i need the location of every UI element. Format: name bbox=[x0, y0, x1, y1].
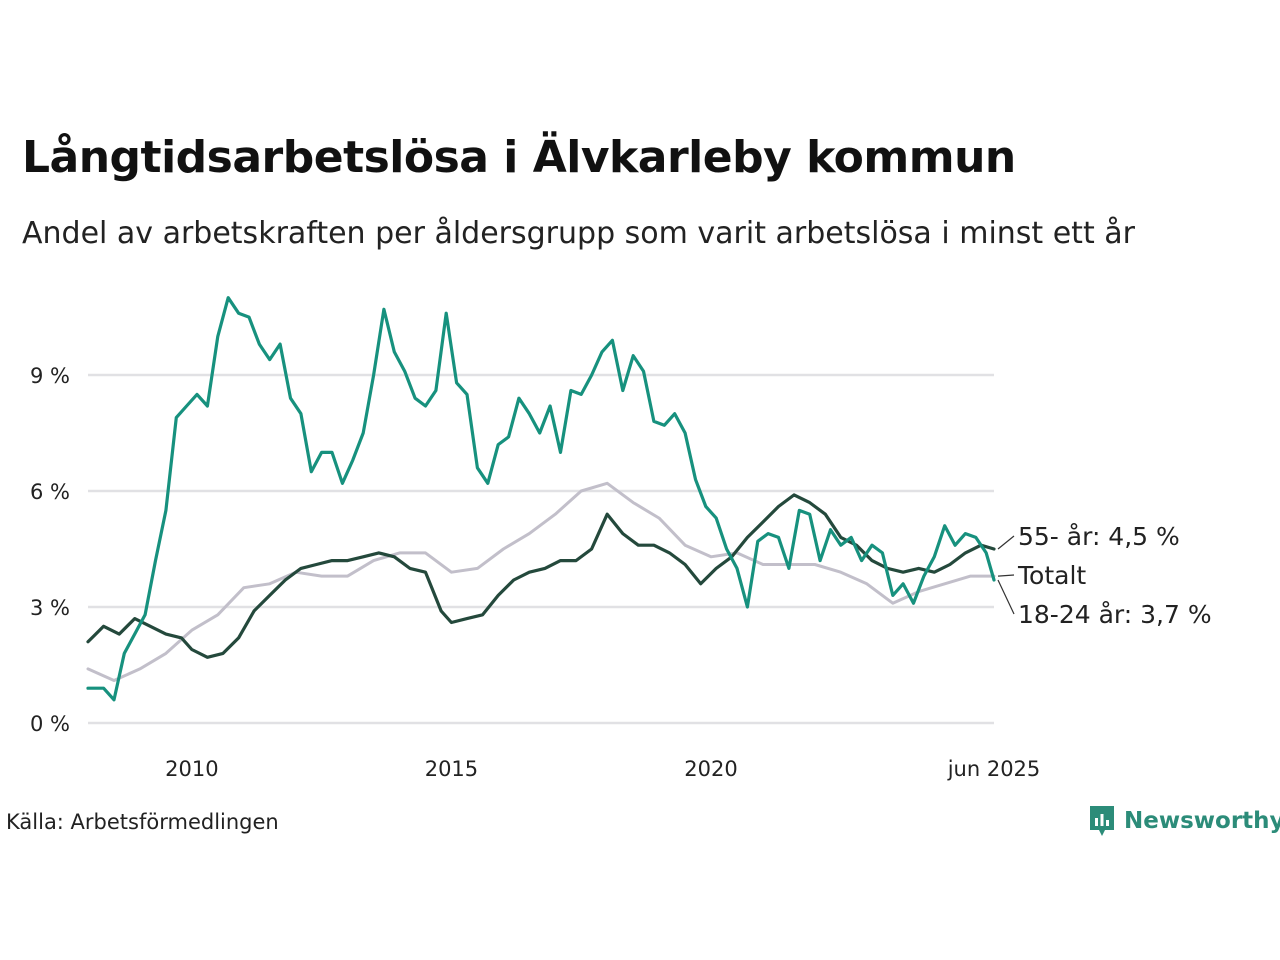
end-label-senior: 55- år: 4,5 % bbox=[1018, 522, 1180, 551]
y-tick-label: 9 % bbox=[30, 364, 70, 388]
newsworthy-logo-icon bbox=[1090, 806, 1114, 836]
y-tick-label: 3 % bbox=[30, 596, 70, 620]
chart-title: Långtidsarbetslösa i Älvkarleby kommun bbox=[22, 132, 1016, 183]
end-labels: Totalt 55- år: 4,5 % 18-24 år: 3,7 % bbox=[997, 522, 1212, 629]
chart-subtitle: Andel av arbetskraften per åldersgrupp s… bbox=[22, 216, 1135, 251]
leader-line-senior bbox=[997, 535, 1015, 550]
series-line-youth bbox=[86, 296, 996, 702]
gridlines bbox=[88, 373, 994, 725]
end-label-youth: 18-24 år: 3,7 % bbox=[1018, 600, 1212, 629]
y-axis-tick-labels: 0 % 3 % 6 % 9 % bbox=[30, 364, 70, 736]
x-tick-label: 2020 bbox=[684, 757, 737, 781]
x-tick-label: 2015 bbox=[425, 757, 478, 781]
x-tick-label: jun 2025 bbox=[947, 757, 1041, 781]
source-note: Källa: Arbetsförmedlingen bbox=[6, 810, 279, 834]
end-label-total: Totalt bbox=[1017, 561, 1086, 590]
brand-logo: Newsworthy bbox=[1088, 804, 1280, 838]
series-line-total bbox=[86, 481, 996, 682]
x-tick-label: 2010 bbox=[165, 757, 218, 781]
x-axis-tick-labels: 2010 2015 2020 jun 2025 bbox=[165, 757, 1040, 781]
series-lines bbox=[86, 296, 996, 702]
series-line-senior bbox=[86, 493, 996, 659]
y-tick-label: 6 % bbox=[30, 480, 70, 504]
leader-line-youth bbox=[997, 579, 1015, 615]
leader-line-total bbox=[997, 574, 1015, 577]
y-tick-label: 0 % bbox=[30, 712, 70, 736]
brand-name: Newsworthy bbox=[1124, 808, 1280, 834]
